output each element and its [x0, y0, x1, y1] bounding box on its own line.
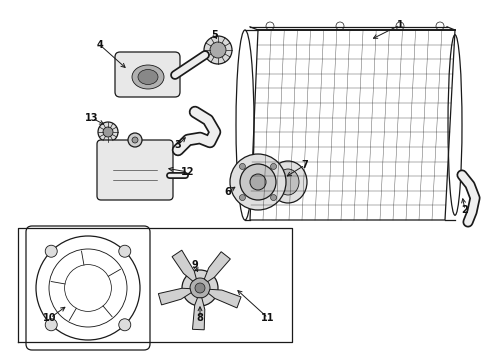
Circle shape — [240, 164, 276, 200]
Circle shape — [190, 278, 210, 298]
Text: 5: 5 — [212, 30, 219, 40]
Text: 1: 1 — [396, 20, 403, 30]
Text: 4: 4 — [97, 40, 103, 50]
Circle shape — [195, 283, 205, 293]
Circle shape — [204, 36, 232, 64]
Ellipse shape — [269, 161, 307, 203]
Circle shape — [240, 194, 245, 201]
Text: 10: 10 — [43, 313, 57, 323]
Circle shape — [119, 245, 131, 257]
Ellipse shape — [138, 69, 158, 85]
Circle shape — [45, 319, 57, 331]
Text: 12: 12 — [181, 167, 195, 177]
Ellipse shape — [277, 169, 299, 195]
Circle shape — [250, 174, 266, 190]
Circle shape — [98, 122, 118, 142]
Circle shape — [182, 270, 218, 306]
Polygon shape — [208, 289, 241, 308]
Circle shape — [240, 163, 245, 170]
Text: 7: 7 — [302, 160, 308, 170]
Text: 3: 3 — [174, 140, 181, 150]
Text: 6: 6 — [224, 187, 231, 197]
Polygon shape — [204, 252, 230, 282]
Polygon shape — [172, 250, 196, 281]
FancyBboxPatch shape — [97, 140, 173, 200]
Text: 9: 9 — [192, 260, 198, 270]
Text: 2: 2 — [462, 205, 468, 215]
Circle shape — [210, 42, 226, 58]
Ellipse shape — [132, 65, 164, 89]
Circle shape — [230, 154, 286, 210]
Text: 11: 11 — [261, 313, 275, 323]
Text: 8: 8 — [196, 313, 203, 323]
Polygon shape — [158, 288, 191, 305]
Circle shape — [132, 137, 138, 143]
FancyBboxPatch shape — [115, 52, 180, 97]
Polygon shape — [193, 298, 205, 330]
Circle shape — [128, 133, 142, 147]
Circle shape — [119, 319, 131, 331]
Circle shape — [270, 163, 276, 170]
Circle shape — [45, 245, 57, 257]
Circle shape — [270, 194, 276, 201]
Circle shape — [103, 127, 113, 137]
Text: 13: 13 — [85, 113, 99, 123]
